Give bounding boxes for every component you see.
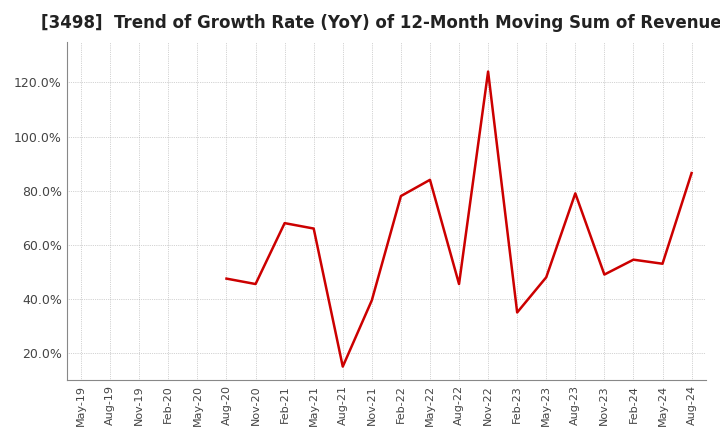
Title: [3498]  Trend of Growth Rate (YoY) of 12-Month Moving Sum of Revenues: [3498] Trend of Growth Rate (YoY) of 12-… bbox=[41, 14, 720, 32]
